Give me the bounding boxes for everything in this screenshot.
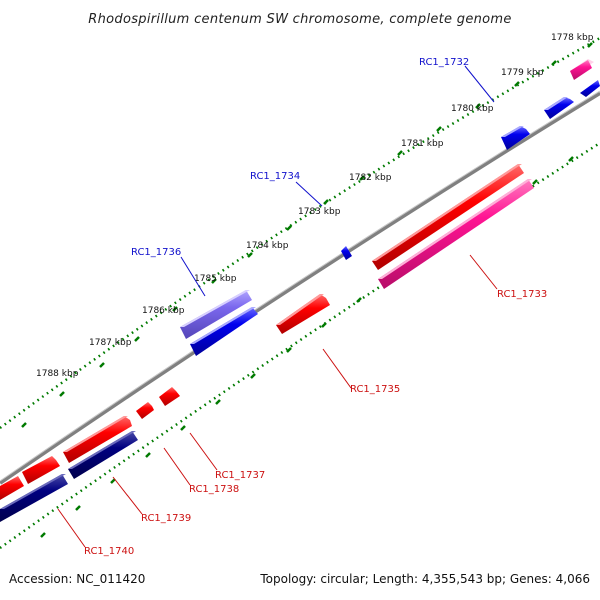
kbp-label: 1783 kbp (298, 207, 341, 217)
page-title: Rhodospirillum centenum SW chromosome, c… (88, 12, 511, 27)
gene-feature[interactable] (0, 474, 68, 522)
gene-feature[interactable] (22, 456, 60, 484)
gene-label[interactable]: RC1_1739 (141, 513, 191, 524)
outer-tick-track (0, 36, 600, 430)
kbp-label: 1784 kbp (246, 241, 289, 251)
gene-label[interactable]: RC1_1733 (497, 289, 547, 300)
kbp-label: 1781 kbp (401, 139, 444, 149)
gene-feature[interactable] (378, 179, 534, 289)
gene-feature[interactable] (180, 290, 252, 339)
gene-feature[interactable] (341, 246, 352, 260)
gene-label[interactable]: RC1_1734 (250, 171, 300, 182)
gene-feature[interactable] (501, 126, 530, 150)
kbp-label: 1782 kbp (349, 173, 392, 183)
gene-label[interactable]: RC1_1737 (215, 470, 265, 481)
gene-feature[interactable] (276, 294, 330, 334)
kbp-label: 1787 kbp (89, 338, 132, 348)
kbp-label: 1785 kbp (194, 274, 237, 284)
kbp-label: 1779 kbp (501, 68, 544, 78)
gene-feature[interactable] (0, 476, 24, 500)
gene-leader-lines (57, 65, 498, 548)
gene-label[interactable]: RC1_1738 (189, 484, 239, 495)
gene-feature[interactable] (372, 164, 524, 270)
gene-label[interactable]: RC1_1740 (84, 546, 134, 557)
gene-feature[interactable] (136, 402, 154, 419)
chromosome-backbone (0, 91, 600, 485)
kbp-label: 1788 kbp (36, 369, 79, 379)
topology-text: Topology: circular; Length: 4,355,543 bp… (260, 572, 590, 586)
outer-major-ticks (21, 42, 593, 428)
kbp-label: 1778 kbp (551, 33, 594, 43)
kbp-label: 1780 kbp (451, 104, 494, 114)
gene-label[interactable]: RC1_1732 (419, 57, 469, 68)
gene-feature[interactable] (570, 59, 594, 80)
gene-feature[interactable] (580, 80, 600, 97)
gene-feature[interactable] (190, 307, 258, 356)
accession-text: Accession: NC_011420 (9, 572, 146, 586)
gene-feature[interactable] (159, 387, 180, 406)
gene-label[interactable]: RC1_1736 (131, 247, 181, 258)
gene-feature[interactable] (68, 431, 138, 479)
gene-feature[interactable] (544, 97, 574, 119)
gene-label[interactable]: RC1_1735 (350, 384, 400, 395)
kbp-label: 1786 kbp (142, 306, 185, 316)
gene-feature[interactable] (63, 416, 132, 463)
